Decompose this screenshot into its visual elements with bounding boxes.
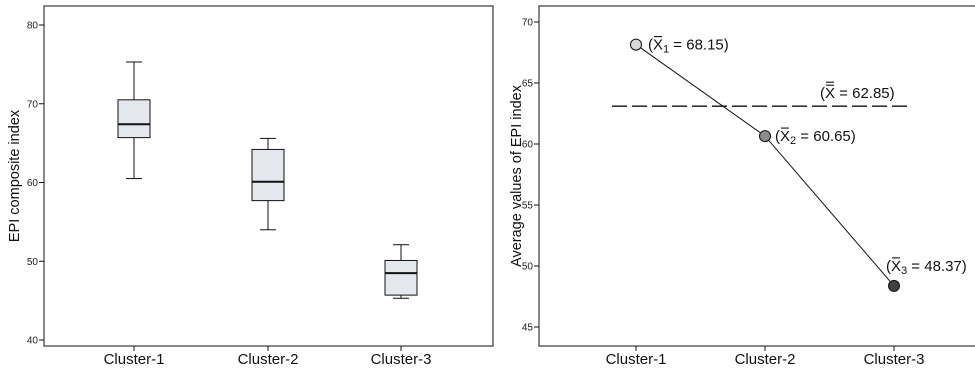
- y-tick-label: 70: [27, 99, 39, 110]
- box-1: [117, 61, 151, 180]
- x-tick-label: Cluster-3: [864, 351, 925, 368]
- data-point: [759, 130, 771, 143]
- y-tick-label: 60: [27, 178, 39, 189]
- boxplot-y-axis: 40 50 60 70 80: [27, 21, 44, 347]
- means-frame: [538, 5, 975, 347]
- data-point: [630, 38, 642, 51]
- box-2: [251, 137, 285, 231]
- y-tick-label: 60: [522, 140, 534, 151]
- means-series: (X1 = 68.15) (X2 = 60.65) (X3 = 48.37): [630, 36, 967, 292]
- means-x-axis: Cluster-1 Cluster-2 Cluster-3: [606, 346, 925, 368]
- boxplot-y-label: EPI composite index: [7, 109, 23, 242]
- box-3: [384, 244, 418, 299]
- data-label: (X2 = 60.65): [775, 128, 856, 147]
- means-y-label: Average values of EPI index: [509, 84, 525, 267]
- means-panel: 45 50 55 60 65 70 (X = 62.85) (X1 = 68.15) (X2…: [509, 5, 975, 368]
- y-tick-label: 65: [522, 79, 534, 90]
- data-label: (X3 = 48.37): [886, 258, 967, 277]
- y-tick-label: 70: [522, 18, 534, 29]
- x-tick-label: Cluster-1: [104, 351, 165, 368]
- mean-reference-group: (X = 62.85): [612, 81, 908, 107]
- boxplot-panel: 40 50 60 70 80 Cluster-1 Cluster-2 Cluster-3 E…: [7, 5, 494, 368]
- means-y-axis: 45 50 55 60 65 70: [522, 18, 539, 334]
- y-tick-label: 50: [522, 262, 534, 273]
- y-tick-label: 45: [522, 323, 534, 334]
- y-tick-label: 80: [27, 21, 39, 32]
- series-line: [635, 44, 895, 287]
- y-tick-label: 50: [27, 257, 39, 268]
- box-iqr: [251, 148, 285, 202]
- x-tick-label: Cluster-2: [238, 351, 299, 368]
- boxplot-boxes: [117, 61, 418, 299]
- x-tick-label: Cluster-2: [735, 351, 796, 368]
- data-label: (X1 = 68.15): [648, 37, 729, 56]
- box-iqr: [384, 259, 418, 296]
- x-tick-label: Cluster-3: [371, 351, 432, 368]
- mean-reference-label: (X = 62.85): [820, 85, 895, 102]
- boxplot-x-axis: Cluster-1 Cluster-2 Cluster-3: [104, 346, 432, 368]
- x-tick-label: Cluster-1: [606, 351, 667, 368]
- data-point: [888, 279, 900, 292]
- y-tick-label: 40: [27, 336, 39, 347]
- y-tick-label: 55: [522, 201, 534, 212]
- box-iqr: [117, 99, 151, 139]
